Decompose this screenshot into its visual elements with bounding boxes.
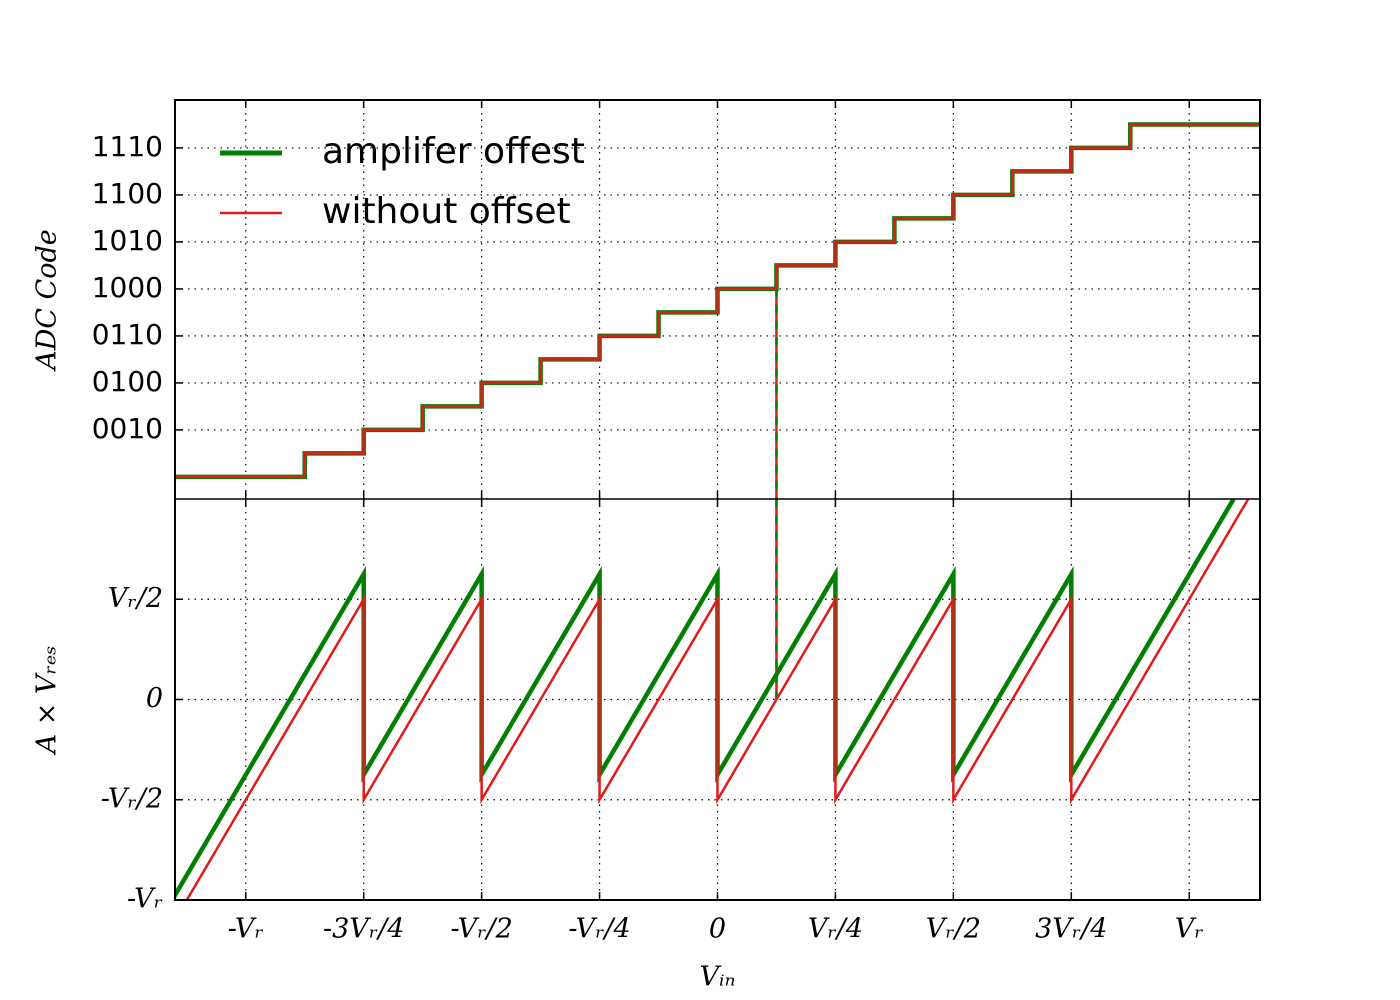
x-tick-label: -Vᵣ/4 [568, 914, 630, 945]
plot-frame [174, 99, 1261, 901]
y-tick-label: 1000 [92, 271, 163, 304]
legend-label: amplifer offest [322, 131, 585, 172]
series-line [175, 123, 1260, 479]
x-axis-label: Vᵢₙ [700, 962, 736, 993]
y-tick-label: 1110 [92, 130, 163, 163]
y-tick-label: Vᵣ/2 [108, 583, 163, 614]
x-tick-label: Vᵣ/2 [926, 914, 981, 945]
x-tick-label: Vᵣ/4 [808, 914, 863, 945]
y-axis-label: A × Vᵣₑₛ [32, 646, 63, 757]
y-tick-label: 0100 [92, 365, 163, 398]
y-tick-label: 0110 [92, 318, 163, 351]
y-tick-label: 1010 [92, 224, 163, 257]
y-tick-label: 0 [146, 683, 163, 714]
x-tick-label: -Vᵣ [228, 914, 264, 945]
x-tick-label: 3Vᵣ/4 [1035, 914, 1107, 945]
y-tick-label: 1100 [92, 177, 163, 210]
x-tick-label: -3Vᵣ/4 [323, 914, 404, 945]
x-tick-label: 0 [709, 914, 726, 945]
series-line [185, 499, 1250, 900]
y-tick-label: -Vᵣ/2 [101, 783, 163, 814]
x-tick-label: Vᵣ [1175, 914, 1204, 945]
y-axis-label: ADC Code [32, 229, 63, 373]
x-tick-label: -Vᵣ/2 [450, 914, 512, 945]
y-tick-label: 0010 [92, 412, 163, 445]
y-tick-label: -Vᵣ [127, 884, 163, 915]
legend-label: without offset [322, 191, 571, 232]
